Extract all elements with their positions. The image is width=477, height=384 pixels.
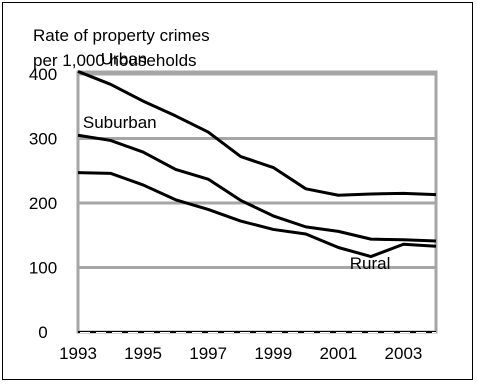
series-line-rural (77, 171, 437, 259)
x-tick-label: 1995 (124, 344, 162, 363)
y-tick-label: 200 (29, 194, 57, 213)
y-tick-label: 100 (29, 259, 57, 278)
x-tick-label: 1993 (59, 344, 97, 363)
x-tick-label: 1997 (189, 344, 227, 363)
x-tick-label: 1999 (254, 344, 292, 363)
series-label-rural: Rural (350, 254, 391, 273)
series-line-suburban (77, 133, 437, 243)
series-label-suburban: Suburban (83, 113, 157, 132)
series-label-urban: Urban (101, 49, 147, 68)
y-axis-title-line-1: Rate of property crimes (33, 26, 210, 45)
series-line-urban (77, 70, 437, 197)
y-tick-label: 400 (29, 65, 57, 84)
y-tick-label: 0 (38, 323, 47, 342)
y-axis-title-line-2: per 1,000 households (33, 51, 197, 70)
chart-frame (2, 2, 473, 380)
y-tick-label: 300 (29, 130, 57, 149)
x-tick-label: 2001 (319, 344, 357, 363)
x-tick-label: 2003 (385, 344, 423, 363)
